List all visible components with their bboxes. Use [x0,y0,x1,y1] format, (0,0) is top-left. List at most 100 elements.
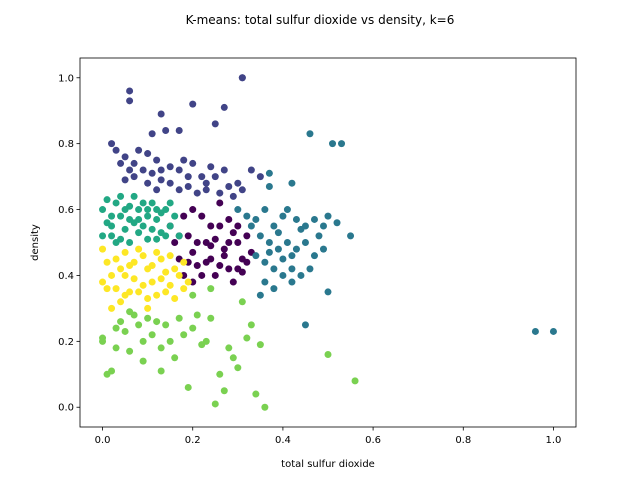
data-point-cluster-5 [144,304,152,312]
data-point-cluster-4 [202,337,210,345]
data-point-cluster-1 [220,166,228,174]
data-point-cluster-1 [108,140,116,148]
data-point-cluster-5 [162,268,170,276]
data-point-cluster-0 [225,265,233,273]
data-point-cluster-2 [265,248,273,256]
data-point-cluster-3 [148,199,156,207]
data-point-cluster-2 [279,271,287,279]
data-point-cluster-4 [229,354,237,362]
data-point-cluster-4 [189,324,197,332]
data-point-cluster-2 [270,222,278,230]
data-point-cluster-3 [103,196,111,204]
x-tick-label: 0.8 [455,435,471,446]
data-point-cluster-1 [211,120,219,128]
data-point-cluster-3 [144,206,152,214]
data-point-cluster-2 [247,222,255,230]
data-point-cluster-4 [351,377,359,385]
x-tick-label: 1.0 [546,435,562,446]
x-axis-ticks: 0.0 0.2 0.4 0.6 0.8 1.0 [95,427,562,446]
data-point-cluster-2 [261,258,269,266]
data-point-cluster-1 [130,173,138,181]
data-point-cluster-1 [153,156,161,164]
data-point-cluster-5 [144,295,152,303]
data-point-cluster-5 [171,265,179,273]
data-point-cluster-4 [171,354,179,362]
data-point-cluster-2 [301,321,309,329]
scatter-points [99,74,557,411]
data-point-cluster-2 [288,265,296,273]
data-point-cluster-1 [180,156,188,164]
data-point-cluster-1 [121,153,129,161]
data-point-cluster-4 [207,285,215,293]
data-point-cluster-1 [247,166,255,174]
data-point-cluster-5 [157,275,165,283]
data-point-cluster-2 [315,232,323,240]
data-point-cluster-2 [310,252,318,260]
data-point-cluster-0 [211,271,219,279]
data-point-cluster-3 [139,199,147,207]
data-point-cluster-2 [288,278,296,286]
data-point-cluster-1 [121,176,129,184]
data-point-cluster-2 [329,140,337,148]
data-point-cluster-4 [252,390,260,398]
data-point-cluster-2 [274,229,282,237]
data-point-cluster-1 [139,166,147,174]
data-point-cluster-4 [153,318,161,326]
data-point-cluster-4 [324,351,332,359]
data-point-cluster-0 [216,222,224,230]
data-point-cluster-2 [297,225,305,233]
data-point-cluster-3 [153,206,161,214]
data-point-cluster-1 [148,130,156,138]
data-point-cluster-1 [117,159,125,167]
data-point-cluster-0 [171,239,179,246]
data-point-cluster-2 [324,288,332,296]
data-point-cluster-2 [270,265,278,273]
data-point-cluster-1 [216,189,224,197]
data-point-cluster-2 [265,169,273,177]
data-point-cluster-0 [220,245,228,253]
y-tick-label: 0.8 [58,139,74,150]
data-point-cluster-5 [184,278,192,286]
data-point-cluster-1 [211,173,219,181]
data-point-cluster-3 [126,202,134,210]
data-point-cluster-1 [112,146,120,154]
data-point-cluster-2 [549,327,557,335]
data-point-cluster-0 [193,239,201,246]
data-point-cluster-1 [225,182,233,190]
data-point-cluster-3 [126,215,134,223]
data-point-cluster-1 [153,186,161,194]
data-point-cluster-0 [225,215,233,223]
data-point-cluster-0 [189,248,197,256]
data-point-cluster-2 [283,206,291,214]
data-point-cluster-0 [193,262,201,270]
data-point-cluster-2 [292,215,300,223]
data-point-cluster-3 [148,225,156,233]
data-point-cluster-3 [153,215,161,223]
data-point-cluster-1 [148,169,156,177]
data-point-cluster-1 [175,186,183,194]
data-point-cluster-3 [99,232,107,240]
plot-frame [79,57,577,428]
data-point-cluster-5 [171,295,179,303]
data-point-cluster-2 [310,215,318,223]
data-point-cluster-4 [126,347,134,355]
data-point-cluster-5 [180,258,188,266]
data-point-cluster-5 [121,271,129,279]
data-point-cluster-1 [166,163,174,171]
data-point-cluster-3 [166,222,174,230]
data-point-cluster-1 [256,173,264,181]
data-point-cluster-3 [117,235,125,243]
data-point-cluster-4 [139,337,147,345]
data-point-cluster-4 [144,314,152,322]
data-point-cluster-5 [153,248,161,256]
data-point-cluster-4 [261,403,269,411]
data-point-cluster-4 [103,370,111,378]
data-point-cluster-1 [193,189,201,197]
data-point-cluster-2 [274,245,282,253]
data-point-cluster-5 [99,278,107,286]
data-point-cluster-1 [126,97,134,105]
data-point-cluster-5 [135,288,143,296]
data-point-cluster-5 [108,271,116,279]
data-point-cluster-2 [338,140,346,148]
